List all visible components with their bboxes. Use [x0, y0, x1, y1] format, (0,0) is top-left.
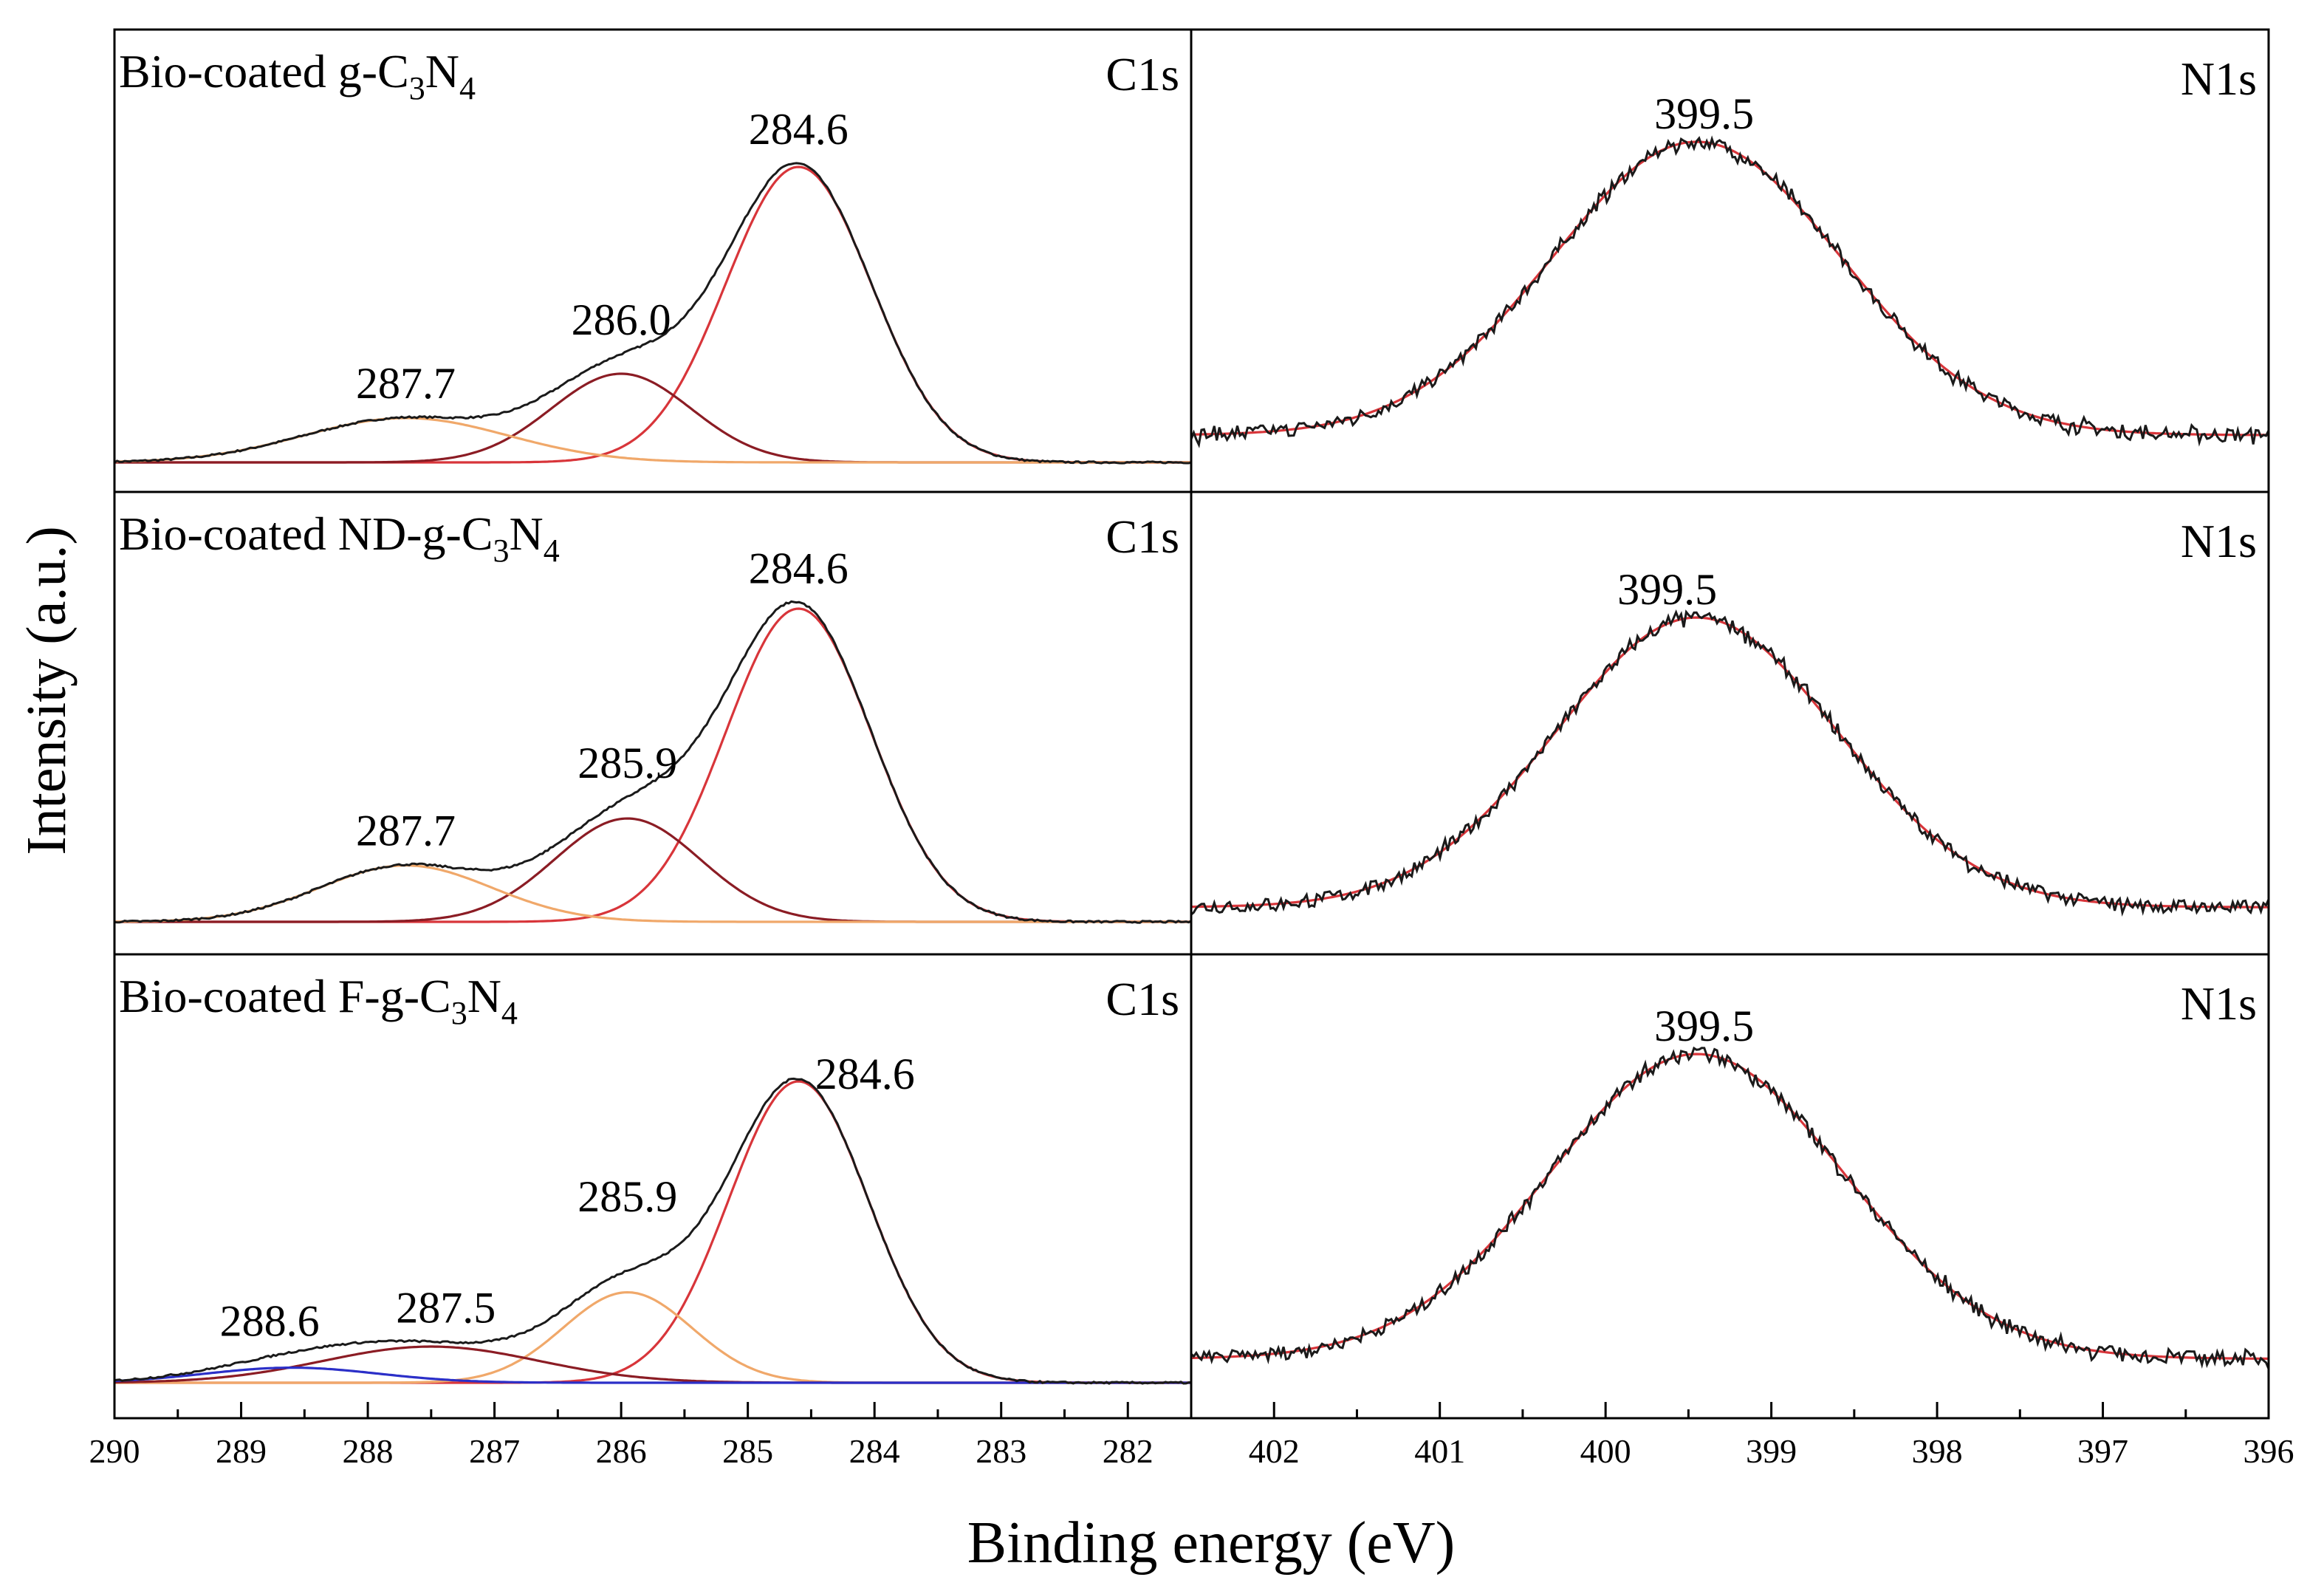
c1s-tick-label: 290 [89, 1432, 140, 1470]
plot-frame [113, 28, 2270, 1420]
c1s-tick-label: 286 [596, 1432, 647, 1470]
n1s-tick-label: 398 [1912, 1432, 1963, 1470]
c1s-tick-label: 289 [216, 1432, 267, 1470]
peak-label-287-7: 287.7 [356, 359, 456, 408]
peak-label-287-7: 287.7 [356, 806, 456, 855]
fit-peak-286-0 [114, 372, 1191, 464]
c1s-tick-label: 285 [722, 1432, 773, 1470]
fit-peak-287-5 [114, 1345, 1191, 1384]
panel-c1s-nd-g-c3n4: 284.6 285.9 287.7 C1s Bio-coated ND-g-C3N4 [114, 507, 1192, 924]
region-label-n1s: N1s [2181, 977, 2257, 1030]
peak-label-284-6: 284.6 [815, 1050, 915, 1098]
sample-title: Bio-coated g-C3N4 [119, 45, 476, 106]
panel-n1s-f-g-c3n4: 399.5 N1s [1190, 977, 2270, 1369]
n1s-tick-label: 402 [1249, 1432, 1300, 1470]
c1s-tick-label: 282 [1103, 1432, 1154, 1470]
fit-peak-287-7 [114, 864, 1191, 923]
fit-peak-287-7 [114, 417, 1191, 464]
peak-label-399-5: 399.5 [1617, 565, 1717, 614]
sample-title: Bio-coated F-g-C3N4 [119, 970, 518, 1031]
region-label-c1s: C1s [1106, 973, 1179, 1025]
n1s-tick-label: 397 [2077, 1432, 2128, 1470]
spectrum-envelope-line [1190, 135, 2270, 448]
peak-label-399-5: 399.5 [1654, 89, 1754, 138]
n1s-tick-label: 401 [1414, 1432, 1465, 1470]
c1s-tick-label: 288 [343, 1432, 394, 1470]
spectrum-envelope-line [114, 162, 1192, 465]
fit-peak-399-5 [1191, 616, 2269, 909]
fit-peak-285-9 [114, 817, 1191, 923]
peak-label-286-0: 286.0 [572, 295, 671, 344]
peak-label-285-9: 285.9 [577, 1172, 677, 1221]
region-label-n1s: N1s [2181, 52, 2257, 105]
peak-label-399-5: 399.5 [1654, 1002, 1754, 1050]
fit-peak-399-5 [1191, 1053, 2269, 1360]
panel-n1s-nd-g-c3n4: 399.5 N1s [1190, 515, 2270, 917]
fit-peak-288-6 [114, 1366, 1191, 1384]
panel-n1s-g-c3n4: 399.5 N1s [1190, 52, 2270, 448]
spectrum-envelope-line [114, 1077, 1192, 1385]
peak-label-284-6: 284.6 [749, 105, 849, 154]
region-label-c1s: C1s [1106, 48, 1179, 100]
panel-c1s-g-c3n4: 284.6 286.0 287.7 C1s Bio-coated g-C3N4 [114, 45, 1192, 465]
region-label-n1s: N1s [2181, 515, 2257, 567]
n1s-tick-label: 400 [1580, 1432, 1631, 1470]
peak-label-288-6: 288.6 [220, 1296, 320, 1345]
spectrum-envelope-line [1190, 1046, 2270, 1369]
y-axis-label: Intensity (a.u.) [16, 526, 78, 855]
c1s-tick-label: 287 [469, 1432, 520, 1470]
spectrum-envelope-line [114, 600, 1192, 924]
peak-label-285-9: 285.9 [577, 739, 677, 787]
n1s-tick-label: 399 [1746, 1432, 1797, 1470]
x-axis-label: Binding energy (eV) [967, 1511, 1456, 1576]
panel-c1s-f-g-c3n4: 284.6 285.9 287.5 288.6 C1s Bio-coated F-g-C3… [114, 970, 1192, 1385]
peak-label-284-6: 284.6 [749, 544, 849, 592]
spectrum-envelope-line [1190, 609, 2270, 917]
c1s-tick-label: 284 [849, 1432, 900, 1470]
sample-title: Bio-coated ND-g-C3N4 [119, 507, 560, 569]
n1s-tick-label: 396 [2244, 1432, 2294, 1470]
peak-label-287-5: 287.5 [396, 1283, 496, 1332]
fit-peak-399-5 [1191, 140, 2269, 437]
region-label-c1s: C1s [1106, 510, 1179, 563]
x-axis-ticks: 290 289 288 287 286 285 284 283 282 402 401 400 399 3… [89, 1402, 2294, 1470]
c1s-tick-label: 283 [976, 1432, 1026, 1470]
